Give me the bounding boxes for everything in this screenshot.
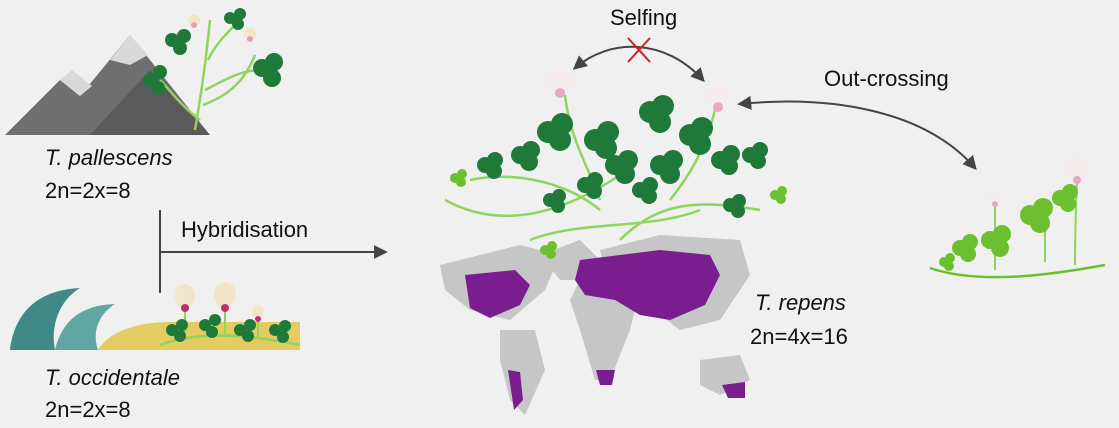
repens-ploidy-label: 2n=4x=16 [750, 324, 848, 349]
outcrossing-arrow [737, 95, 977, 171]
repens-plant [444, 68, 787, 259]
selfing-arrow [572, 45, 705, 83]
outcrossing-label: Out-crossing [824, 66, 949, 91]
pallescens-name-label: T. pallescens [45, 145, 173, 170]
pallescens-leaves [143, 8, 283, 95]
outcross-plant [929, 156, 1106, 279]
occidentale-plant [159, 282, 301, 347]
selfing-label: Selfing [610, 5, 678, 30]
repens-name-label: T. repens [755, 290, 846, 315]
occidentale-name-label: T. occidentale [45, 365, 180, 390]
hybridisation-label: Hybridisation [181, 217, 309, 242]
pallescens-ploidy-label: 2n=2x=8 [45, 178, 131, 203]
selfing-cross [627, 37, 651, 63]
mountain-scene [5, 35, 210, 135]
pallescens-flowers [188, 14, 256, 42]
occidentale-ploidy-label: 2n=2x=8 [45, 397, 131, 422]
repens-distribution [465, 250, 745, 410]
